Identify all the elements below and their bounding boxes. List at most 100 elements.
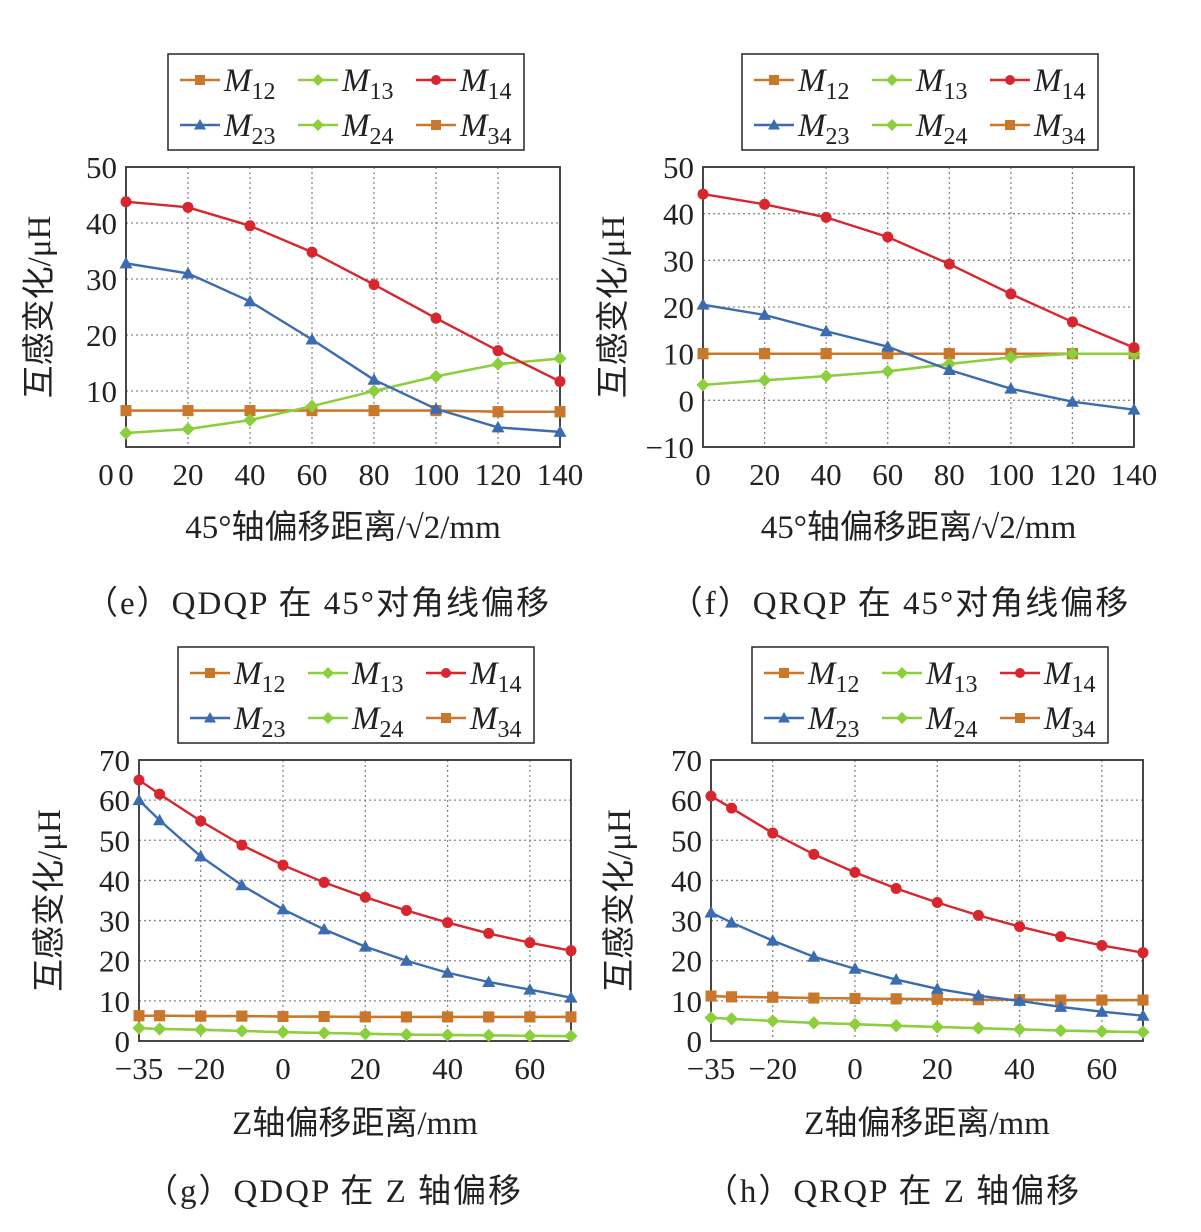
legend: M12 M13 M14 M23 M24 M34	[751, 646, 1109, 744]
legend-marker-M13	[312, 74, 324, 86]
data-point-M24	[441, 1028, 455, 1042]
y-tick-label: −10	[646, 430, 694, 465]
data-point-M24	[305, 399, 319, 413]
data-point-M23	[305, 332, 319, 345]
data-point-M23	[243, 294, 257, 307]
y-tick-label: 0	[115, 1024, 131, 1059]
data-point-M23	[758, 308, 772, 320]
legend-entry-M13: M13	[925, 656, 978, 698]
series-line-M14	[138, 779, 572, 952]
legend-entry-M23: M23	[807, 701, 860, 743]
data-point-M24	[194, 1023, 208, 1037]
y-axis-label: 互感变化/μH	[595, 216, 632, 399]
series-M34	[133, 1010, 577, 1023]
data-point-M14	[943, 258, 955, 270]
x-tick-label: −20	[176, 1051, 224, 1086]
y-tick-label: 10	[86, 374, 117, 409]
data-point-M24	[1013, 1022, 1027, 1036]
data-point-M34	[943, 348, 955, 360]
plot-area	[126, 167, 560, 447]
series-line-M24	[125, 357, 561, 435]
data-point-M23	[848, 962, 862, 974]
data-point-M23	[930, 982, 944, 994]
series-line-M34	[139, 1014, 571, 1019]
legend-marker-M23	[204, 712, 216, 723]
legend-marker-M13	[322, 667, 334, 679]
data-point-M14	[931, 897, 943, 909]
legend-box	[167, 53, 525, 151]
legend-entry-M14: M14	[1043, 656, 1096, 698]
data-point-M14	[133, 774, 145, 786]
data-point-M24	[881, 364, 895, 378]
data-point-M34	[726, 991, 738, 1003]
data-point-M23	[317, 922, 331, 935]
y-tick-label: 20	[86, 318, 117, 353]
series-M14	[133, 774, 577, 957]
legend-entry-M23: M23	[223, 108, 276, 150]
data-point-M34	[492, 406, 504, 418]
data-point-M14	[483, 927, 495, 939]
x-tick-label: −35	[687, 1051, 735, 1086]
x-tick-label: 20	[173, 457, 204, 492]
data-point-M24	[553, 352, 567, 366]
legend-entry-M12: M12	[807, 656, 860, 698]
legend-entry-M12: M12	[233, 656, 286, 698]
data-point-M23	[119, 256, 133, 269]
data-point-M34	[820, 348, 832, 360]
data-point-M34	[705, 990, 717, 1002]
series-M24	[696, 347, 1141, 392]
data-point-M24	[523, 1029, 537, 1043]
data-point-M14	[767, 827, 779, 839]
y-tick-label: 50	[671, 823, 702, 858]
data-point-M24	[491, 357, 505, 371]
data-point-M34	[931, 993, 943, 1005]
y-tick-label: 30	[663, 243, 694, 278]
data-point-M34	[236, 1010, 248, 1022]
data-point-M14	[1128, 342, 1140, 354]
data-point-M23	[153, 813, 167, 826]
data-point-M23	[766, 934, 780, 946]
data-point-M34	[565, 1011, 577, 1023]
x-tick-label: 40	[235, 457, 266, 492]
data-point-M34	[524, 1011, 536, 1023]
legend-marker-M24	[322, 712, 334, 724]
chart-panel-3: −35 −20 0 20 40 60 0 10 20 30 40 50 60 70 Z轴偏移距离/mm 互感变…	[601, 646, 1150, 1210]
legend-entry-M14: M14	[1033, 63, 1086, 105]
data-point-M24	[153, 1022, 167, 1036]
data-point-M14	[524, 937, 536, 949]
data-point-M14	[120, 196, 132, 208]
data-point-M34	[154, 1010, 166, 1022]
chart-caption: （e）QDQP 在 45°对角线偏移	[85, 585, 551, 622]
data-point-M23	[942, 363, 956, 375]
series-M24	[119, 352, 567, 440]
y-tick-label: 40	[86, 206, 117, 241]
legend: M12 M13 M14 M23 M24 M34	[741, 53, 1099, 151]
data-point-M34	[849, 992, 861, 1004]
data-point-M34	[277, 1011, 289, 1023]
data-point-M14	[400, 905, 412, 917]
legend-marker-M14	[441, 668, 451, 678]
data-point-M34	[759, 348, 771, 360]
y-tick-label: 70	[99, 743, 130, 778]
legend-marker-M34	[431, 120, 441, 130]
y-tick-label: 30	[86, 262, 117, 297]
data-point-M23	[889, 973, 903, 985]
data-point-M14	[554, 375, 566, 387]
data-point-M14	[442, 917, 454, 929]
series-line-M23	[125, 262, 561, 434]
x-tick-label: 0	[847, 1051, 863, 1086]
data-point-M23	[276, 902, 290, 915]
y-tick-label: 40	[99, 863, 130, 898]
y-tick-label: 60	[99, 783, 130, 818]
plot-area	[711, 760, 1143, 1041]
data-point-M23	[1054, 1000, 1068, 1012]
data-point-M23	[523, 983, 537, 995]
data-point-M34	[483, 1011, 495, 1023]
legend: M12 M13 M14 M23 M24 M34	[167, 53, 525, 151]
series-line-M23	[710, 911, 1144, 1017]
legend-marker-M24	[886, 119, 898, 131]
legend-entry-M34: M34	[469, 701, 522, 743]
x-tick-label: 20	[350, 1051, 381, 1086]
data-point-M24	[1065, 347, 1079, 361]
